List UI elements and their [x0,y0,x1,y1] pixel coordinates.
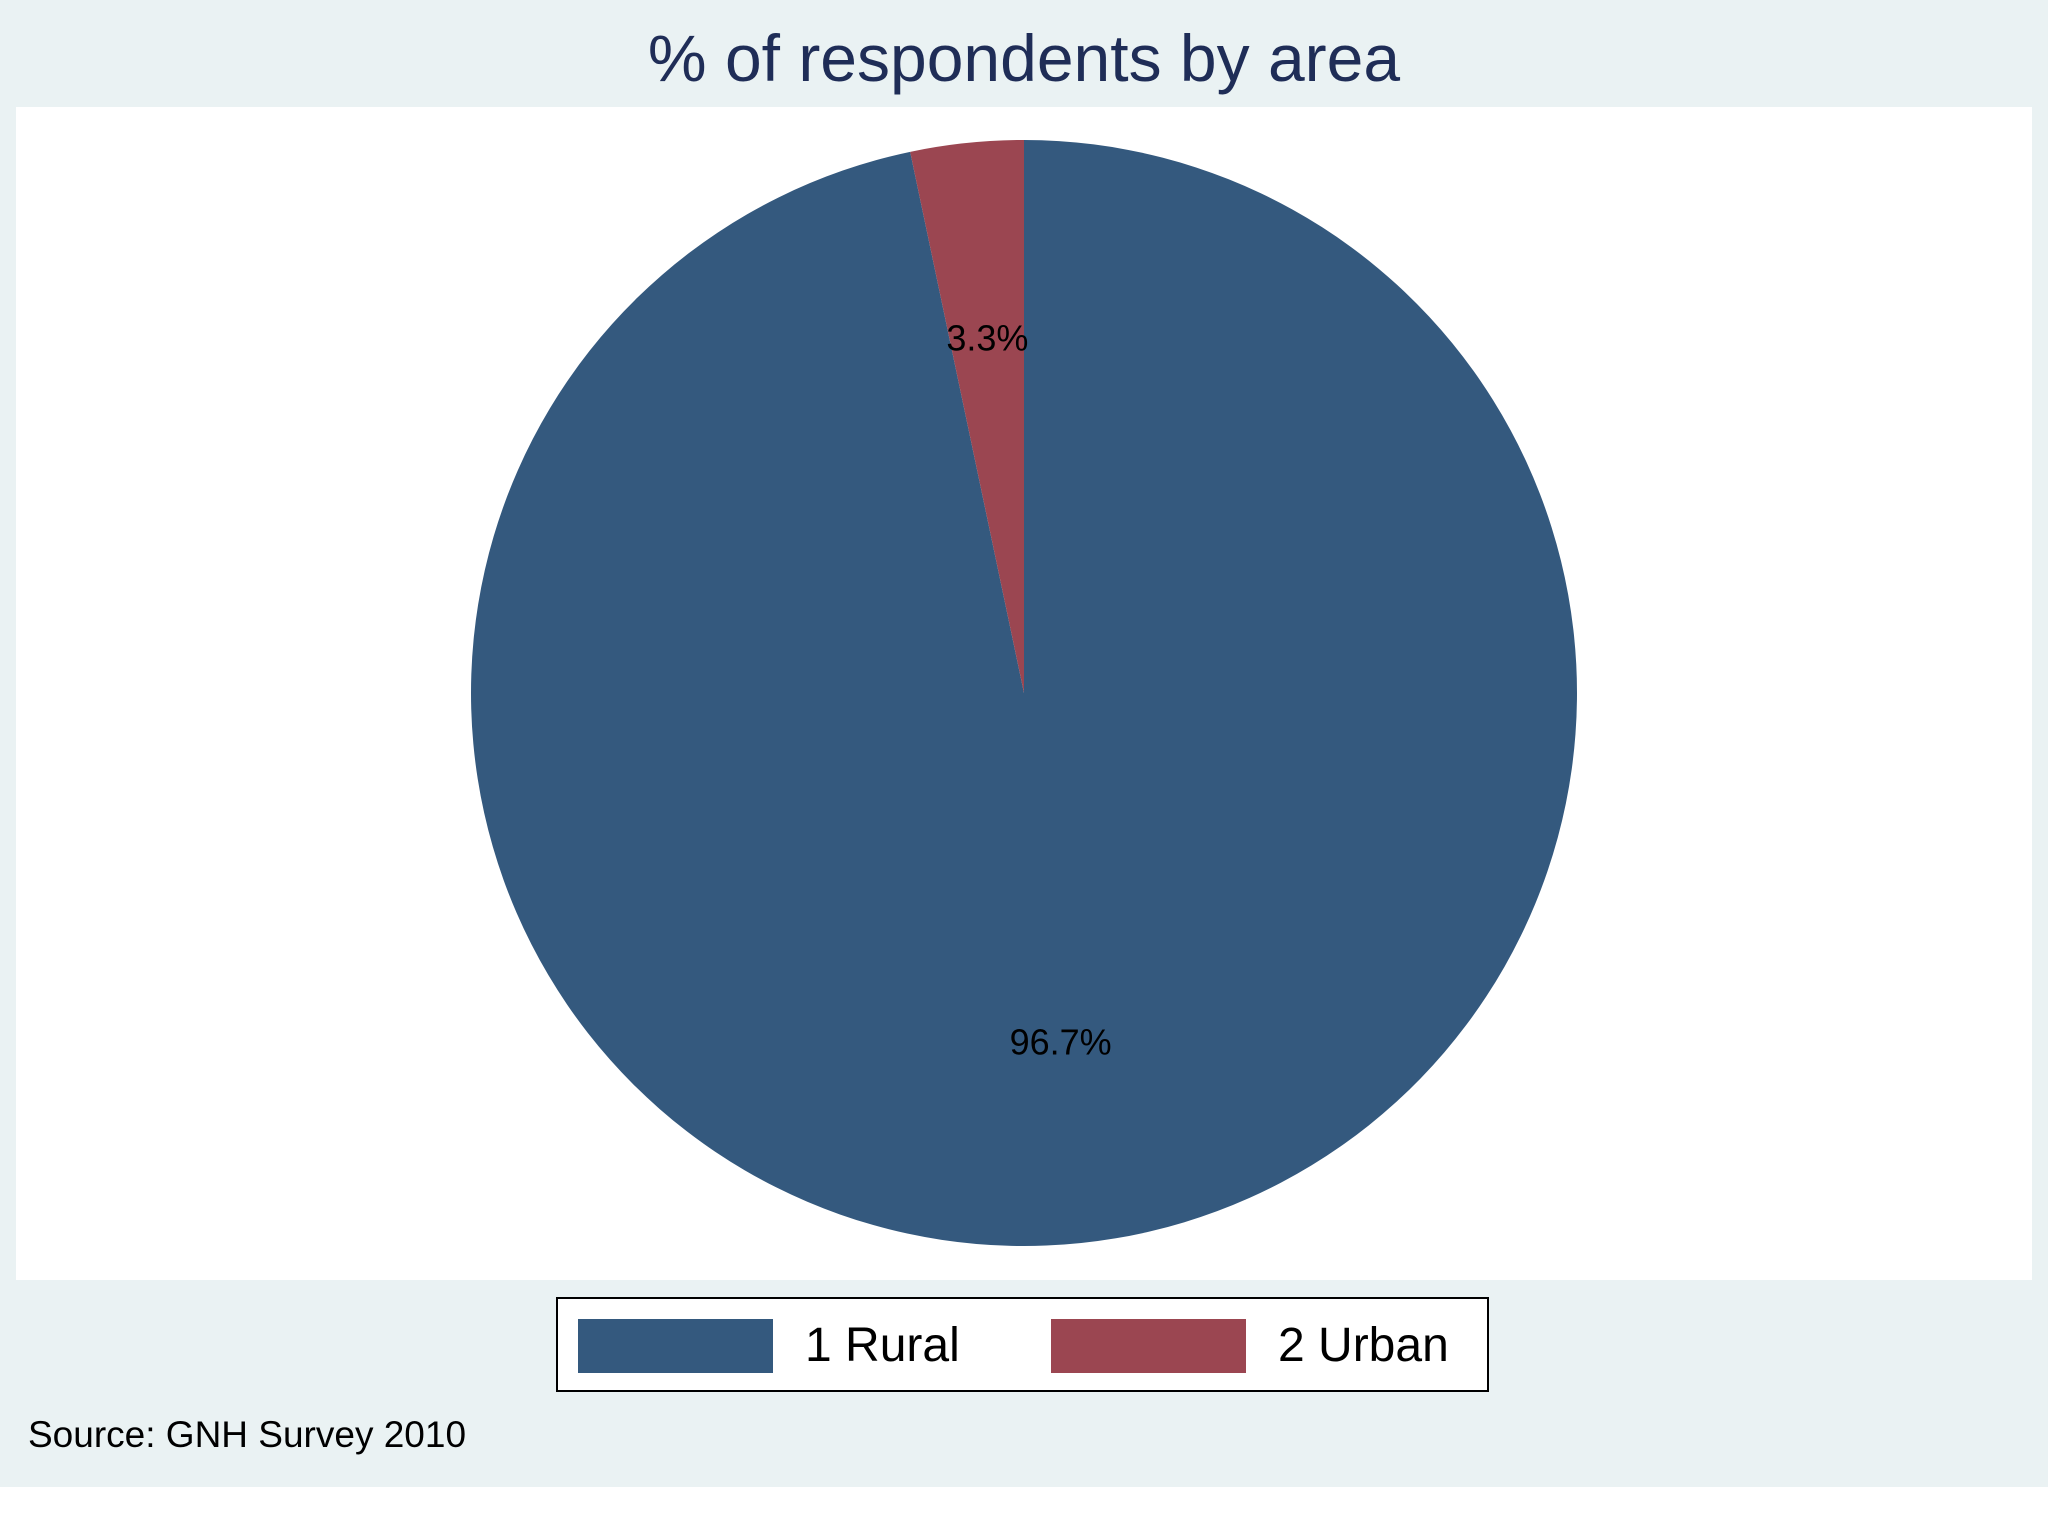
legend-swatch-urban [1051,1319,1246,1373]
slice-label-2-urban: 3.3% [946,317,1028,358]
legend-swatch-rural [578,1319,773,1373]
pie-chart: 96.7% 3.3% [470,140,1578,1247]
legend-label-urban: 2 Urban [1278,1319,1449,1372]
chart-title: % of respondents by area [647,21,1401,95]
plot-area: 96.7% 3.3% [16,107,2032,1280]
legend-label-rural: 1 Rural [805,1319,960,1372]
slice-label-1-rural: 96.7% [1010,1022,1112,1063]
chart-frame: % of respondents by area 96.7% 3.3% 1 Rur… [0,0,2048,1487]
pie-slice-1-rural [470,140,1578,1247]
pie-slice-2-urban [910,140,1024,693]
legend: 1 Rural 2 Urban [556,1297,1489,1392]
source-note: Source: GNH Survey 2010 [28,1414,467,1455]
